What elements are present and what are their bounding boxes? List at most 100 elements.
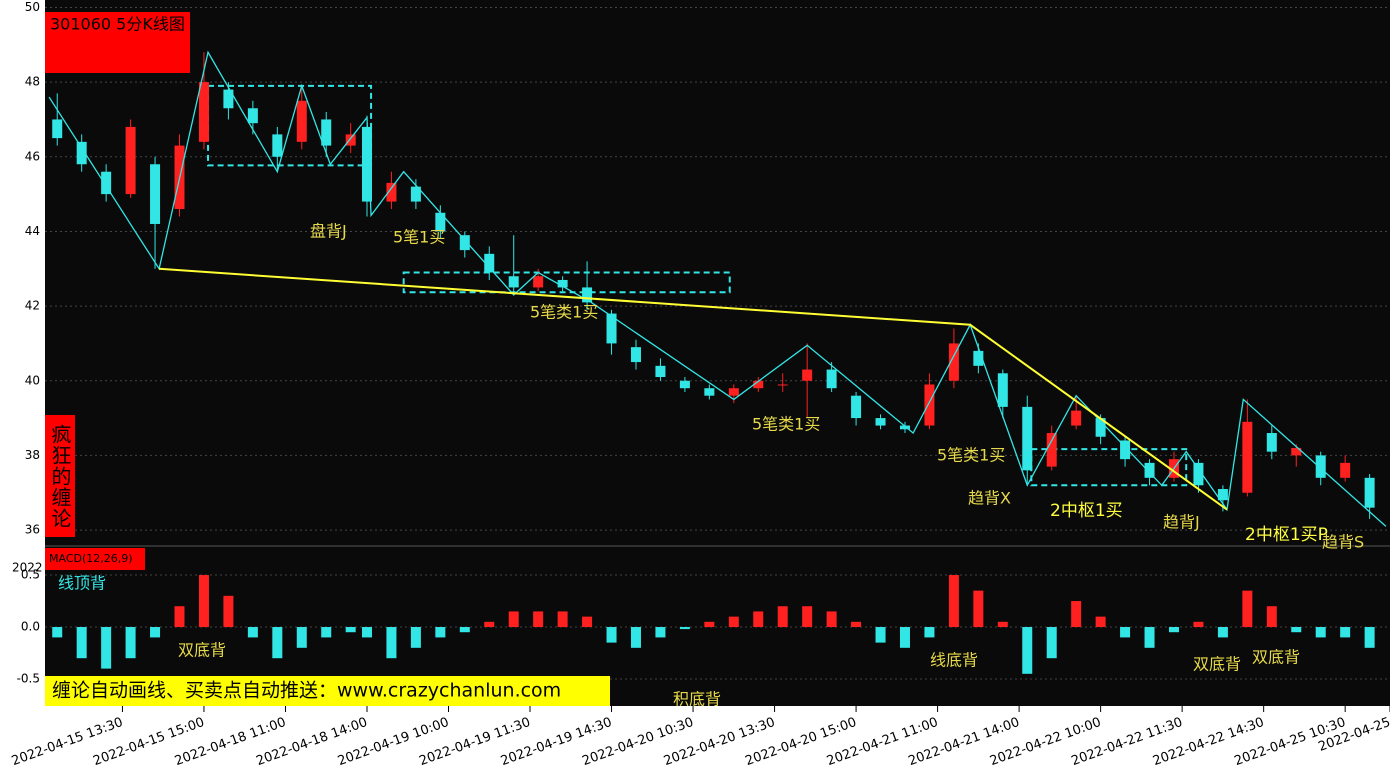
- candle-body: [997, 373, 1008, 407]
- macd-bar: [997, 621, 1008, 628]
- macd-bar: [1071, 601, 1082, 628]
- macd-bar: [1242, 590, 1253, 628]
- candle-body: [704, 388, 715, 396]
- macd-bar: [557, 611, 568, 628]
- candle-body: [1095, 418, 1106, 437]
- macd-bar: [1291, 627, 1302, 633]
- candle-body: [101, 171, 112, 195]
- candle-body: [223, 89, 234, 109]
- annotation: 线顶背: [58, 574, 106, 593]
- candle-body: [361, 126, 372, 202]
- macd-bar: [361, 627, 372, 638]
- annotation: 双底背: [178, 641, 226, 660]
- macd-bar: [1315, 627, 1326, 638]
- plot-bg: [45, 0, 1390, 706]
- macd-bar: [484, 621, 495, 628]
- macd-bar: [582, 616, 593, 628]
- candle-body: [508, 276, 519, 288]
- macd-bar: [704, 621, 715, 628]
- y-tick-label: 46: [25, 149, 40, 163]
- candle-body: [1120, 440, 1131, 460]
- annotation: 5笔类1买: [530, 303, 598, 322]
- y-tick-label: 40: [25, 373, 40, 387]
- candle-body: [410, 186, 421, 202]
- macd-bar: [1022, 627, 1033, 674]
- annotation: 5笔1买: [393, 228, 445, 247]
- y-tick-label: 44: [25, 224, 40, 238]
- macd-bar: [459, 627, 470, 633]
- macd-bar: [1144, 627, 1155, 648]
- macd-bar: [1120, 627, 1131, 638]
- macd-bar: [125, 627, 136, 659]
- macd-bar: [174, 606, 185, 628]
- macd-bar: [272, 627, 283, 659]
- macd-bar: [76, 627, 87, 659]
- macd-bar: [679, 627, 690, 630]
- candle-body: [875, 418, 886, 426]
- candle-body: [1242, 421, 1253, 493]
- candle-body: [973, 350, 984, 366]
- annotation: 2中枢1买: [1050, 501, 1123, 521]
- annotation: 双底背: [1193, 655, 1241, 674]
- candle-body: [272, 134, 283, 157]
- annotation: 积底背: [673, 690, 721, 709]
- candle-body: [1144, 462, 1155, 478]
- candle-body: [1266, 433, 1277, 452]
- candle-body: [484, 253, 495, 273]
- candle-body: [655, 365, 666, 378]
- macd-bar: [851, 621, 862, 628]
- macd-bar: [948, 575, 959, 628]
- candle-body: [1193, 462, 1204, 486]
- candle-body: [753, 380, 764, 389]
- chart-title: 301060 5分K线图: [50, 15, 185, 34]
- macd-bar: [296, 627, 307, 648]
- macd-bar: [508, 611, 519, 628]
- candle-body: [679, 380, 690, 389]
- candle-body: [459, 235, 470, 251]
- macd-bar: [924, 627, 935, 638]
- y2-tick-label: 0.5: [21, 568, 40, 582]
- y2-tick-label: -0.5: [17, 672, 40, 686]
- pivot-box: [402, 271, 731, 294]
- candle-body: [606, 313, 617, 344]
- macd-bar: [1168, 627, 1179, 633]
- annotation: 趋背S: [1322, 533, 1364, 552]
- macd-bar: [973, 590, 984, 628]
- candle-body: [826, 369, 837, 389]
- candle-body: [247, 108, 258, 124]
- candle-body: [1315, 455, 1326, 478]
- macd-bar: [52, 627, 63, 638]
- candle-body: [150, 164, 161, 224]
- macd-bar: [198, 575, 209, 628]
- macd-bar: [753, 611, 764, 628]
- banner: 缠论自动画线、买卖点自动推送：www.crazychanlun.com: [52, 680, 561, 702]
- candle-body: [435, 212, 446, 232]
- annotation: 5笔类1买: [752, 415, 820, 434]
- candle-body: [948, 343, 959, 381]
- y-tick-label: 38: [25, 448, 40, 462]
- macd-bar: [533, 611, 544, 628]
- annotation: 2中枢1买P: [1245, 525, 1328, 545]
- title-box: [45, 12, 190, 73]
- candle-body: [557, 279, 568, 288]
- macd-bar: [410, 627, 421, 648]
- candle-body: [630, 347, 641, 363]
- annotation: 盘背J: [310, 222, 347, 241]
- macd-bar: [1193, 621, 1204, 628]
- macd-bar: [1095, 616, 1106, 628]
- candle-body: [802, 369, 813, 381]
- macd-bar: [386, 627, 397, 659]
- candle-body: [125, 126, 136, 195]
- trend-line: [159, 267, 1228, 511]
- candle-body: [728, 388, 739, 396]
- candle-body: [1364, 477, 1375, 508]
- macd-bar: [223, 595, 234, 628]
- candle-body: [76, 141, 87, 165]
- candle-body: [1291, 447, 1302, 456]
- candle-body: [582, 287, 593, 303]
- macd-bar: [435, 627, 446, 638]
- macd-bar: [345, 627, 356, 633]
- candle-body: [52, 119, 63, 139]
- macd-bar: [802, 606, 813, 628]
